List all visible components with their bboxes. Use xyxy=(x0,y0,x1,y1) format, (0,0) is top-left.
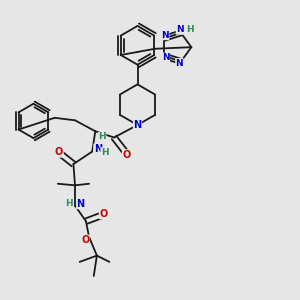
Text: N: N xyxy=(176,58,183,68)
Text: O: O xyxy=(81,235,89,245)
Text: O: O xyxy=(99,209,108,219)
Text: N: N xyxy=(76,199,85,209)
Text: H: H xyxy=(101,148,109,157)
Text: H: H xyxy=(66,199,73,208)
Text: O: O xyxy=(55,147,63,157)
Text: N: N xyxy=(176,25,184,34)
Text: N: N xyxy=(162,53,169,62)
Text: H: H xyxy=(187,25,194,34)
Text: O: O xyxy=(122,150,131,160)
Text: N: N xyxy=(94,144,102,154)
Text: N: N xyxy=(161,31,169,40)
Text: H: H xyxy=(98,132,106,141)
Text: N: N xyxy=(134,120,142,130)
